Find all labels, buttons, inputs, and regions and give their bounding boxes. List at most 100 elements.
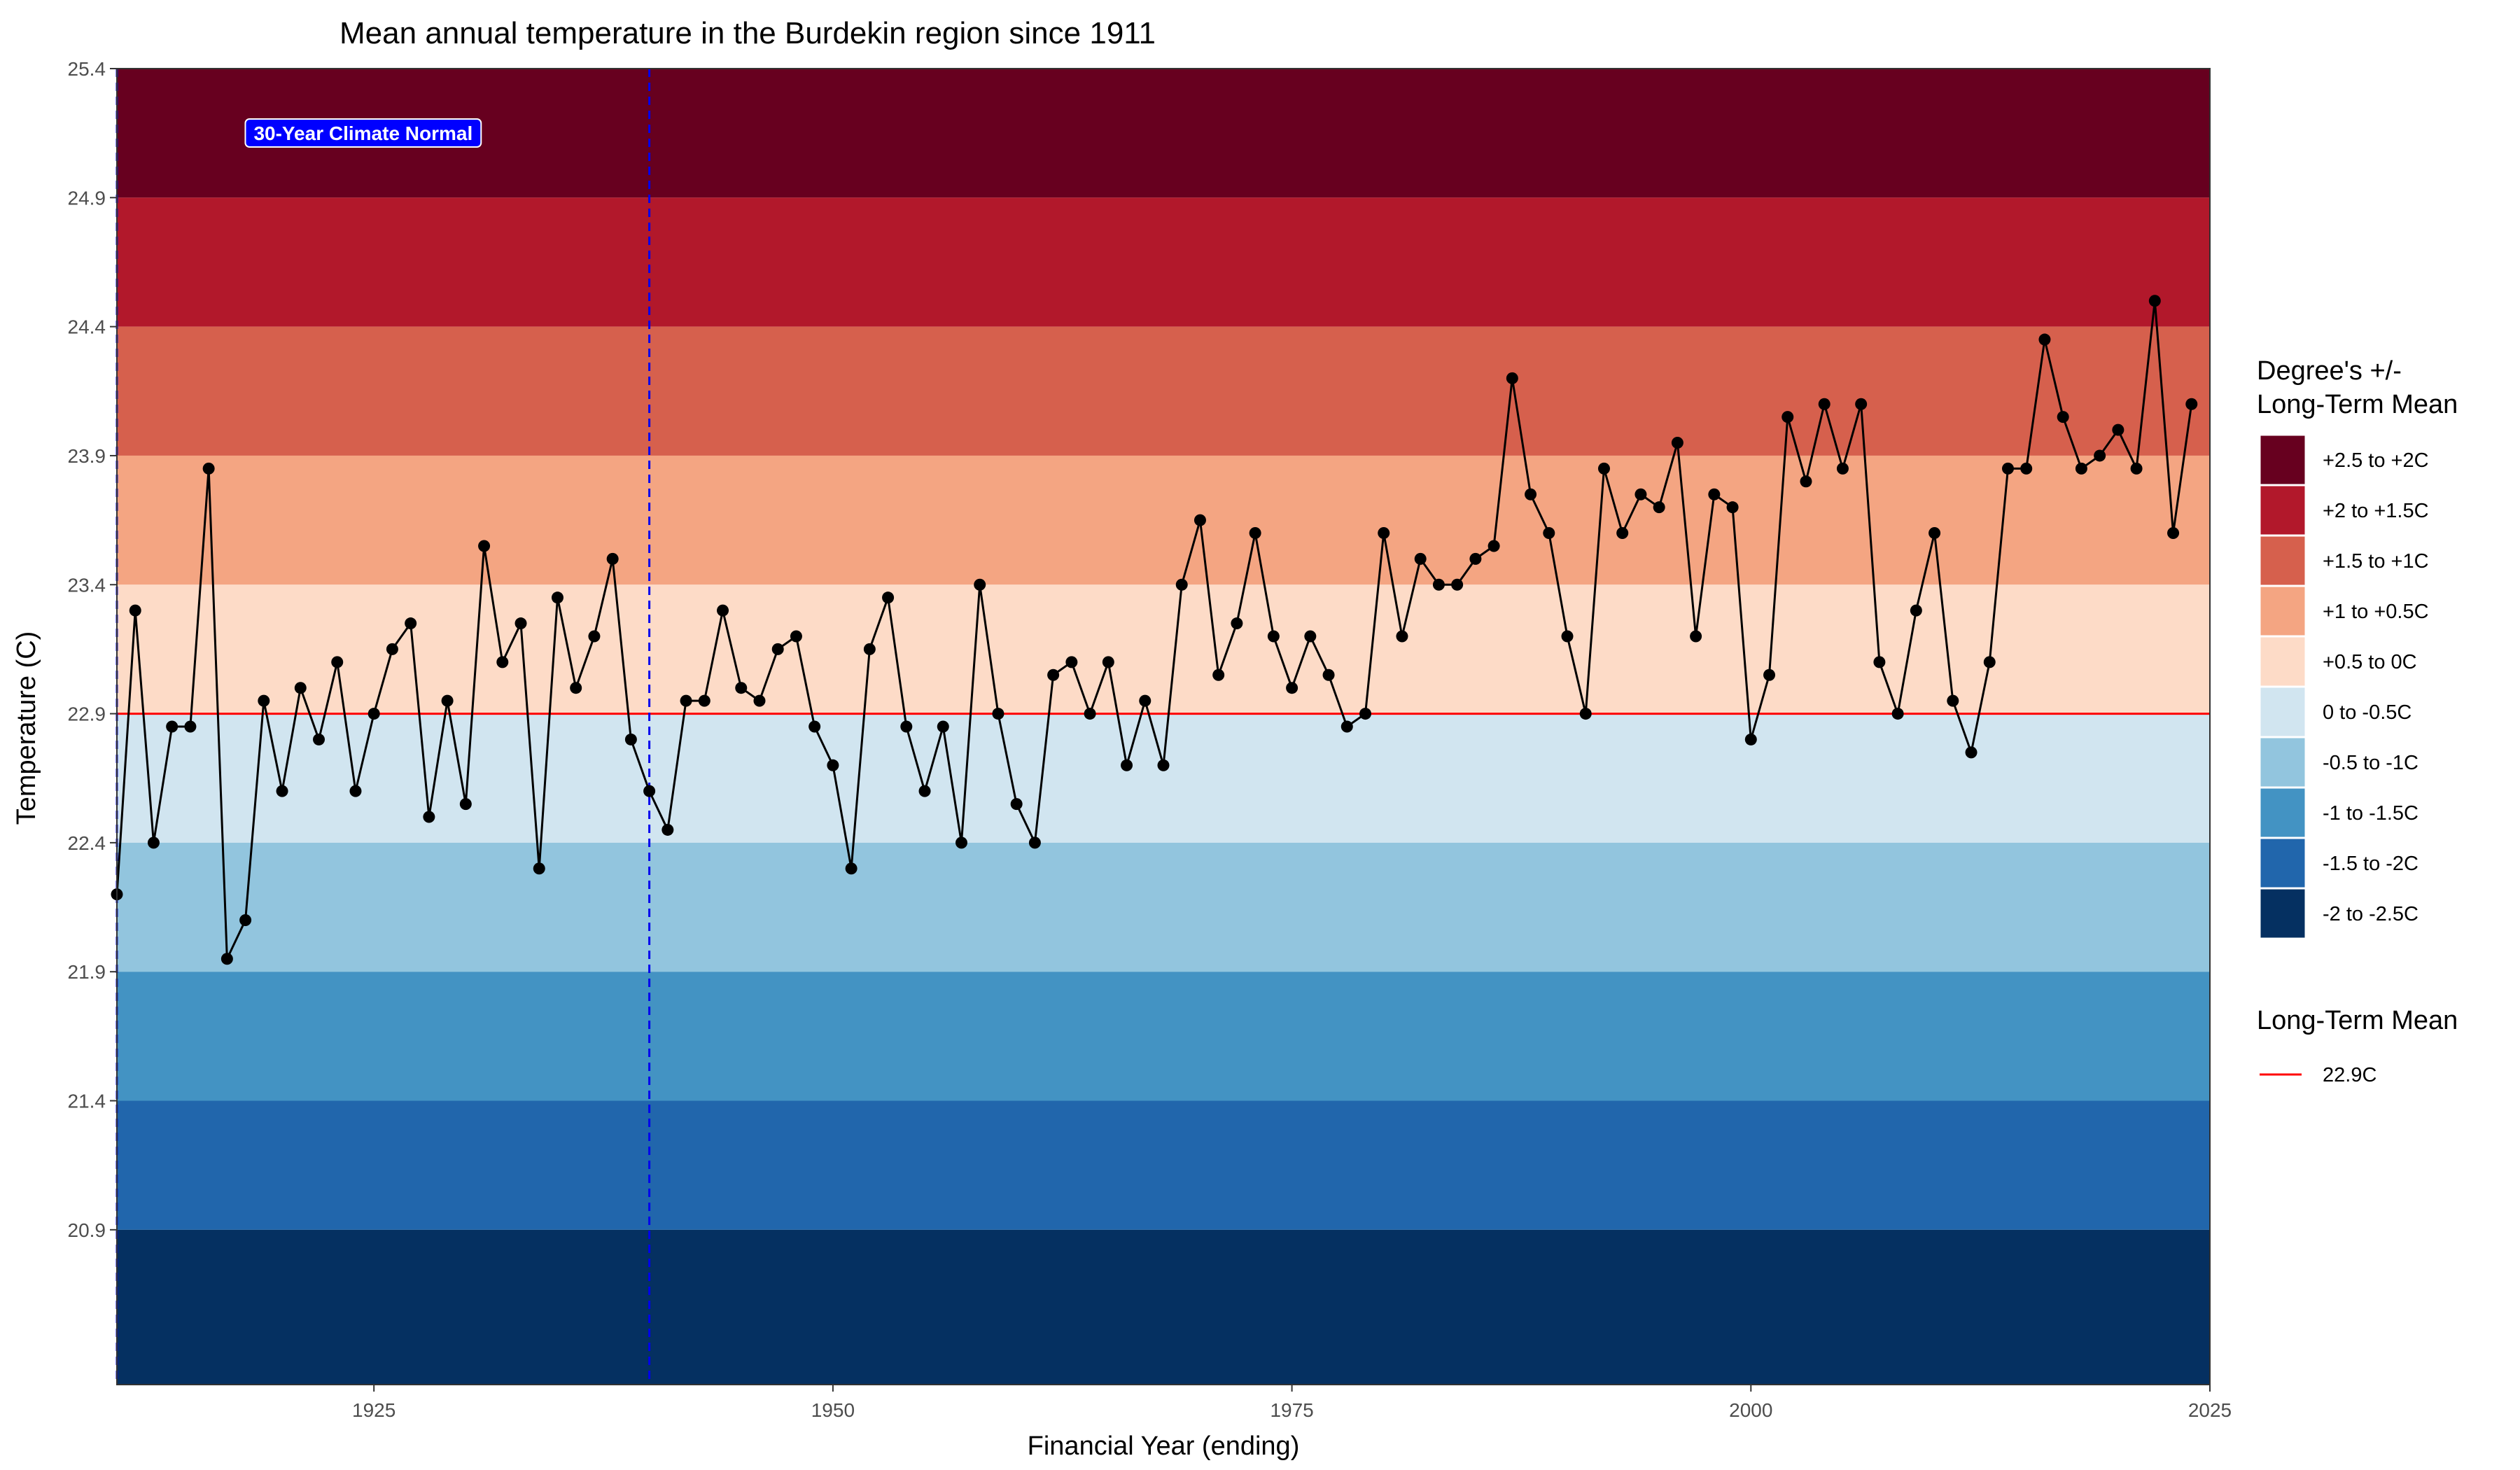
x-axis-title: Financial Year (ending) (1028, 1432, 1300, 1461)
climate-normal-label: 30-Year Climate Normal (244, 118, 482, 148)
x-tick-label: 1925 (352, 1399, 396, 1421)
data-point-2016 (2038, 333, 2051, 346)
data-point-2013 (1983, 656, 1996, 668)
legend-key-2 (2258, 534, 2307, 587)
legend-key-1 (2258, 484, 2307, 537)
data-point-1982 (1414, 552, 1427, 565)
data-point-2022 (2148, 295, 2161, 307)
data-point-2001 (1763, 668, 1776, 681)
legend-bands-title-line-2: Long-Term Mean (2257, 390, 2458, 419)
data-point-1912 (129, 604, 141, 617)
data-point-1948 (790, 630, 802, 643)
data-point-1965 (1102, 656, 1114, 668)
data-point-1913 (147, 836, 160, 849)
data-point-1936 (570, 682, 582, 694)
data-point-1947 (771, 643, 784, 655)
data-point-1954 (900, 720, 913, 733)
data-point-1946 (753, 694, 766, 707)
data-point-1990 (1561, 630, 1574, 643)
data-point-1984 (1451, 578, 1464, 591)
data-point-2009 (1910, 604, 1922, 617)
data-point-2012 (1965, 746, 1977, 759)
data-point-2021 (2130, 462, 2143, 475)
band-4 (117, 584, 2210, 714)
data-point-1950 (827, 759, 839, 771)
x-tick-label: 2025 (2188, 1399, 2232, 1421)
data-point-2002 (1782, 411, 1794, 424)
data-point-1945 (735, 682, 748, 694)
legend-key-6 (2258, 736, 2307, 789)
data-point-2007 (1873, 656, 1886, 668)
legend-key-7 (2258, 786, 2307, 839)
y-tick-label: 21.4 (68, 1091, 106, 1112)
y-tick-label: 22.9 (68, 704, 106, 725)
legend-key-label-4: +0.5 to 0C (2323, 651, 2417, 673)
data-point-1922 (313, 733, 326, 746)
data-point-1921 (294, 682, 307, 694)
series-line (115, 300, 2193, 960)
data-point-2024 (2185, 398, 2198, 410)
y-tick-label: 25.4 (68, 58, 106, 80)
climate-normal-annotation: 30-Year Climate Normal (244, 118, 482, 148)
data-point-1929 (441, 694, 454, 707)
data-point-1923 (331, 656, 344, 668)
legend-mean-title: Long-Term Mean (2257, 1006, 2458, 1035)
data-point-2006 (1855, 398, 1868, 410)
band-8 (117, 1100, 2210, 1230)
data-point-1994 (1634, 488, 1647, 500)
data-point-1917 (220, 953, 233, 965)
y-tick-label: 21.9 (68, 961, 106, 983)
data-point-1980 (1378, 527, 1390, 540)
y-axis: 20.9 21.4 21.9 22.4 22.9 23.4 23.9 24.4 24.9 25.4 (68, 58, 117, 1241)
legend-mean-label: 22.9C (2323, 1064, 2376, 1086)
data-point-1930 (459, 798, 472, 811)
data-point-1995 (1653, 501, 1665, 514)
data-point-1976 (1304, 630, 1317, 643)
data-point-1926 (386, 643, 398, 655)
data-point-2014 (2001, 462, 2014, 475)
data-point-1975 (1286, 682, 1298, 694)
y-tick-label: 24.4 (68, 316, 106, 338)
data-point-1925 (368, 708, 380, 720)
data-point-1953 (882, 592, 895, 604)
data-point-1942 (680, 694, 692, 707)
legend-key-label-0: +2.5 to +2C (2323, 449, 2429, 472)
data-point-2020 (2112, 424, 2124, 436)
data-point-1985 (1469, 552, 1482, 565)
x-axis: 1925 1950 1975 2000 2025 (352, 1385, 2232, 1421)
data-point-1955 (918, 785, 931, 797)
data-point-2010 (1928, 527, 1941, 540)
y-tick-label: 24.9 (68, 187, 106, 209)
data-point-1972 (1231, 617, 1243, 630)
y-tick-label: 22.4 (68, 832, 106, 854)
data-point-1981 (1396, 630, 1408, 643)
data-point-1988 (1525, 488, 1537, 500)
data-point-1927 (405, 617, 417, 630)
data-point-1959 (992, 708, 1004, 720)
data-point-1968 (1157, 759, 1170, 771)
data-point-2017 (2057, 411, 2069, 424)
data-point-1993 (1616, 527, 1629, 540)
legend-key-label-6: -0.5 to -1C (2323, 752, 2418, 774)
data-point-1952 (863, 643, 876, 655)
legend-key-label-2: +1.5 to +1C (2323, 550, 2429, 573)
data-point-1920 (276, 785, 288, 797)
data-point-1951 (845, 862, 858, 875)
band-2 (117, 326, 2210, 456)
data-point-1996 (1671, 437, 1684, 449)
legend-key-0 (2258, 433, 2307, 486)
data-point-1937 (588, 630, 601, 643)
data-point-1964 (1084, 708, 1096, 720)
data-point-2000 (1744, 733, 1757, 746)
legend-key-label-5: 0 to -0.5C (2323, 701, 2412, 724)
legend-key-3 (2258, 584, 2307, 638)
data-point-1987 (1506, 372, 1518, 384)
data-point-2018 (2075, 462, 2087, 475)
data-point-1963 (1065, 656, 1078, 668)
data-point-1958 (974, 578, 986, 591)
data-point-1919 (258, 694, 270, 707)
data-point-1924 (349, 785, 362, 797)
data-point-1966 (1121, 759, 1133, 771)
data-point-2005 (1836, 462, 1849, 475)
